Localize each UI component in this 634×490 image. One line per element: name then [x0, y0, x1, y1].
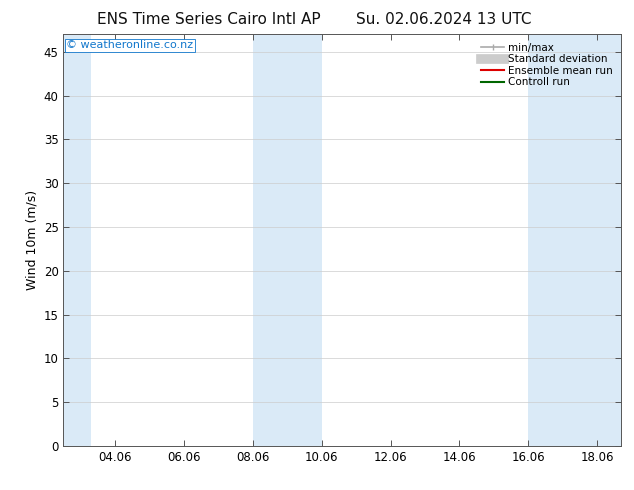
Y-axis label: Wind 10m (m/s): Wind 10m (m/s) [25, 190, 38, 290]
Text: ENS Time Series Cairo Intl AP: ENS Time Series Cairo Intl AP [98, 12, 321, 27]
Bar [253, 34, 321, 446]
Bar [528, 34, 621, 446]
Text: Su. 02.06.2024 13 UTC: Su. 02.06.2024 13 UTC [356, 12, 531, 27]
Legend: min/max, Standard deviation, Ensemble mean run, Controll run: min/max, Standard deviation, Ensemble me… [478, 40, 616, 91]
Bar [63, 34, 91, 446]
Text: © weatheronline.co.nz: © weatheronline.co.nz [66, 41, 193, 50]
